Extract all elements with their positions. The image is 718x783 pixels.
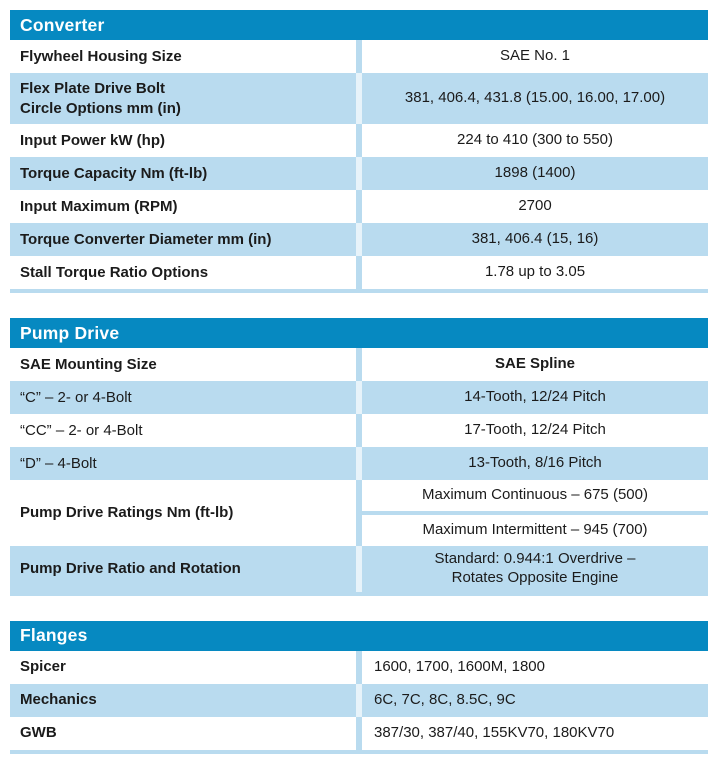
- spec-value-cell: 1.78 up to 3.05: [362, 256, 708, 289]
- spec-label: Torque Converter Diameter mm (in): [20, 230, 272, 248]
- section-bottom-rule: [10, 749, 708, 754]
- column-divider: [356, 414, 362, 447]
- spec-value: 224 to 410 (300 to 550): [457, 131, 613, 149]
- spec-row-cc-2-or-4-bolt: “CC” – 2- or 4-Bolt 17-Tooth, 12/24 Pitch: [10, 414, 708, 447]
- column-divider: [356, 190, 362, 223]
- spec-value: 13-Tooth, 8/16 Pitch: [468, 454, 602, 472]
- spec-row-sae-mounting-size: SAE Mounting Size SAE Spline: [10, 348, 708, 381]
- spec-value: 381, 406.4, 431.8 (15.00, 16.00, 17.00): [404, 89, 666, 107]
- spec-label: Pump Drive Ratings Nm (ft-lb): [20, 504, 234, 522]
- spec-label: Flywheel Housing Size: [20, 47, 182, 65]
- sub-row-divider: [362, 511, 708, 515]
- spec-label: Torque Capacity Nm (ft-lb): [20, 164, 208, 182]
- spec-value: 17-Tooth, 12/24 Pitch: [464, 421, 606, 439]
- spec-value: 1600, 1700, 1600M, 1800: [374, 657, 545, 675]
- spec-row-spicer: Spicer 1600, 1700, 1600M, 1800: [10, 650, 708, 684]
- spec-label: “CC” – 2- or 4-Bolt: [20, 421, 143, 439]
- column-divider: [356, 256, 362, 289]
- spec-value: 387/30, 387/40, 155KV70, 180KV70: [374, 723, 615, 741]
- spec-value: 2700: [518, 197, 552, 215]
- spec-row-flywheel-housing-size: Flywheel Housing Size SAE No. 1: [10, 40, 708, 73]
- spec-value-cell: 381, 406.4 (15, 16): [362, 223, 708, 256]
- spec-value: Standard: 0.944:1 Overdrive – Rotates Op…: [434, 550, 636, 586]
- column-divider: [356, 348, 362, 381]
- section-flanges: Flanges Spicer 1600, 1700, 1600M, 1800 Mech…: [10, 620, 708, 754]
- spec-label: SAE Mounting Size: [20, 355, 157, 373]
- spec-value: 1898 (1400): [494, 164, 576, 182]
- spec-value-cell: Standard: 0.944:1 Overdrive – Rotates Op…: [362, 546, 708, 592]
- column-divider: [356, 480, 362, 546]
- spec-label: Spicer: [20, 658, 66, 676]
- spec-value-cell: 1898 (1400): [362, 157, 708, 190]
- spec-label: Stall Torque Ratio Options: [20, 263, 209, 281]
- spec-label: Input Maximum (RPM): [20, 197, 178, 215]
- spec-value-cell: 1600, 1700, 1600M, 1800: [362, 651, 708, 684]
- spec-value: SAE Spline: [494, 355, 576, 373]
- spec-sub-value: Maximum Intermittent – 945 (700): [422, 521, 648, 539]
- spec-value-cell: 387/30, 387/40, 155KV70, 180KV70: [362, 717, 708, 750]
- spec-value: SAE No. 1: [499, 47, 571, 65]
- spec-value-cell: 224 to 410 (300 to 550): [362, 124, 708, 157]
- column-divider: [356, 683, 362, 717]
- column-divider: [356, 546, 362, 592]
- spec-value-cell: 2700: [362, 190, 708, 223]
- section-title-converter: Converter: [10, 10, 708, 40]
- spec-row-torque-converter-diameter-mm-in: Torque Converter Diameter mm (in) 381, 40…: [10, 223, 708, 256]
- column-divider: [356, 124, 362, 157]
- column-divider: [356, 381, 362, 414]
- column-divider: [356, 73, 362, 124]
- section-title-pump-drive: Pump Drive: [10, 318, 708, 348]
- spec-label: GWB: [20, 724, 57, 742]
- spec-row-pump-drive-ratings-nm-ft-lb: Pump Drive Ratings Nm (ft-lb) Maximum Con…: [10, 480, 708, 546]
- spec-row-gwb: GWB 387/30, 387/40, 155KV70, 180KV70: [10, 716, 708, 750]
- spec-value: 14-Tooth, 12/24 Pitch: [464, 388, 606, 406]
- section-bottom-rule: [10, 591, 708, 596]
- section-pump-drive: Pump Drive SAE Mounting Size SAE Spline “C”…: [10, 318, 708, 596]
- spec-value-cell: 17-Tooth, 12/24 Pitch: [362, 414, 708, 447]
- spec-row-d-4-bolt: “D” – 4-Bolt 13-Tooth, 8/16 Pitch: [10, 447, 708, 480]
- spec-row-mechanics: Mechanics 6C, 7C, 8C, 8.5C, 9C: [10, 683, 708, 717]
- spec-label: Pump Drive Ratio and Rotation: [20, 560, 241, 577]
- spec-row-input-power-kw-hp: Input Power kW (hp) 224 to 410 (300 to 55…: [10, 124, 708, 157]
- spec-value-cell: 13-Tooth, 8/16 Pitch: [362, 447, 708, 480]
- column-divider: [356, 157, 362, 190]
- spec-value-cell: SAE No. 1: [362, 40, 708, 73]
- spec-label: “C” – 2- or 4-Bolt: [20, 388, 132, 406]
- column-divider: [356, 716, 362, 750]
- column-divider: [356, 40, 362, 73]
- spec-label: Input Power kW (hp): [20, 131, 165, 149]
- spec-value-cell: Maximum Continuous – 675 (500) Maximum In…: [362, 480, 708, 546]
- spec-row-c-2-or-4-bolt: “C” – 2- or 4-Bolt 14-Tooth, 12/24 Pitch: [10, 381, 708, 414]
- spec-value-cell: SAE Spline: [362, 348, 708, 381]
- spec-value: 6C, 7C, 8C, 8.5C, 9C: [374, 690, 516, 708]
- spec-value-cell: 381, 406.4, 431.8 (15.00, 16.00, 17.00): [362, 73, 708, 124]
- section-bottom-rule: [10, 289, 708, 293]
- column-divider: [356, 447, 362, 480]
- spec-row-stall-torque-ratio-options: Stall Torque Ratio Options 1.78 up to 3.0…: [10, 256, 708, 289]
- spec-row-flex-plate-drive-bolt-circle-options-mm-in: Flex Plate Drive Bolt Circle Options mm …: [10, 73, 708, 124]
- spec-value: 1.78 up to 3.05: [484, 263, 586, 281]
- column-divider: [356, 650, 362, 684]
- column-divider: [356, 223, 362, 256]
- spec-label: Flex Plate Drive Bolt Circle Options mm …: [20, 80, 181, 117]
- section-title-flanges: Flanges: [10, 620, 708, 651]
- spec-sub-value: Maximum Continuous – 675 (500): [422, 486, 648, 504]
- spec-row-torque-capacity-nm-ft-lb: Torque Capacity Nm (ft-lb) 1898 (1400): [10, 157, 708, 190]
- spec-value: 381, 406.4 (15, 16): [471, 230, 599, 248]
- spec-row-pump-drive-ratio-and-rotation: Pump Drive Ratio and Rotation Standard: 0…: [10, 546, 708, 592]
- spec-value-cell: 6C, 7C, 8C, 8.5C, 9C: [362, 684, 708, 717]
- spec-row-input-maximum-rpm: Input Maximum (RPM) 2700: [10, 190, 708, 223]
- spec-label: “D” – 4-Bolt: [20, 454, 97, 472]
- spec-value-cell: 14-Tooth, 12/24 Pitch: [362, 381, 708, 414]
- spec-label: Mechanics: [20, 691, 97, 709]
